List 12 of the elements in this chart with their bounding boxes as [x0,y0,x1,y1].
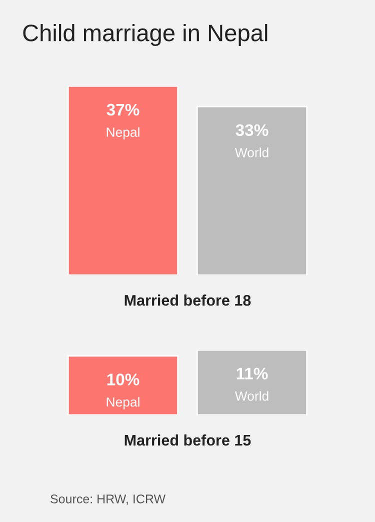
x-tick-label: Nepal [106,127,140,140]
data-label: 37% [106,104,140,116]
x-tick-label: Nepal [106,396,140,410]
x-tick-label: World [234,148,268,158]
source-note: Source: HRW, ICRW [50,494,166,505]
data-label: 11% [236,368,268,380]
data-label: 10% [107,374,140,386]
x-tick-label: World [234,391,268,401]
chart-title: Child marriage in Nepal [23,24,268,46]
x-axis-title: Married before 18 [124,294,251,306]
data-label: 33% [236,124,268,136]
x-axis-title: Married before 15 [124,434,251,446]
